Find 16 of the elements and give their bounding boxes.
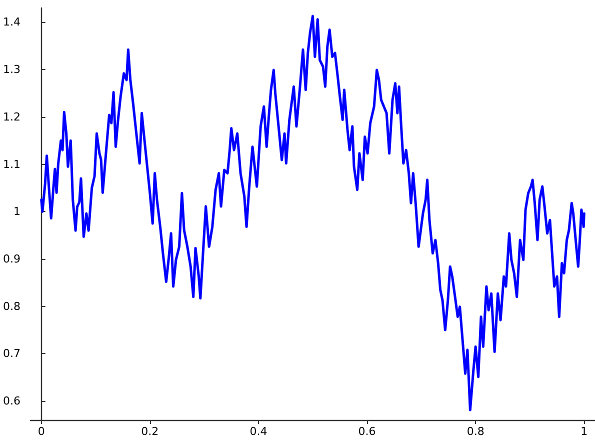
- x-tick-label: 0.8: [466, 425, 484, 438]
- x-tick-label: 0.2: [141, 425, 159, 438]
- y-tick-label: 1.2: [2, 110, 20, 124]
- y-tick-label: 0.8: [2, 300, 20, 313]
- y-tick-label: 0.9: [2, 252, 20, 266]
- x-tick-label: 1: [580, 425, 588, 438]
- x-tick-label: 0.4: [250, 425, 268, 438]
- y-tick-label: 1: [13, 205, 20, 218]
- y-tick-label: 1.1: [2, 158, 20, 171]
- y-tick-label: 0.7: [2, 347, 20, 360]
- x-tick-label: 0.6: [358, 425, 376, 438]
- y-tick-label: 1.3: [2, 63, 20, 76]
- y-tick-label: 1.4: [2, 16, 20, 29]
- x-tick-label: 0: [38, 425, 45, 438]
- y-tick-label: 0.6: [2, 394, 20, 408]
- line-series: [40, 14, 586, 412]
